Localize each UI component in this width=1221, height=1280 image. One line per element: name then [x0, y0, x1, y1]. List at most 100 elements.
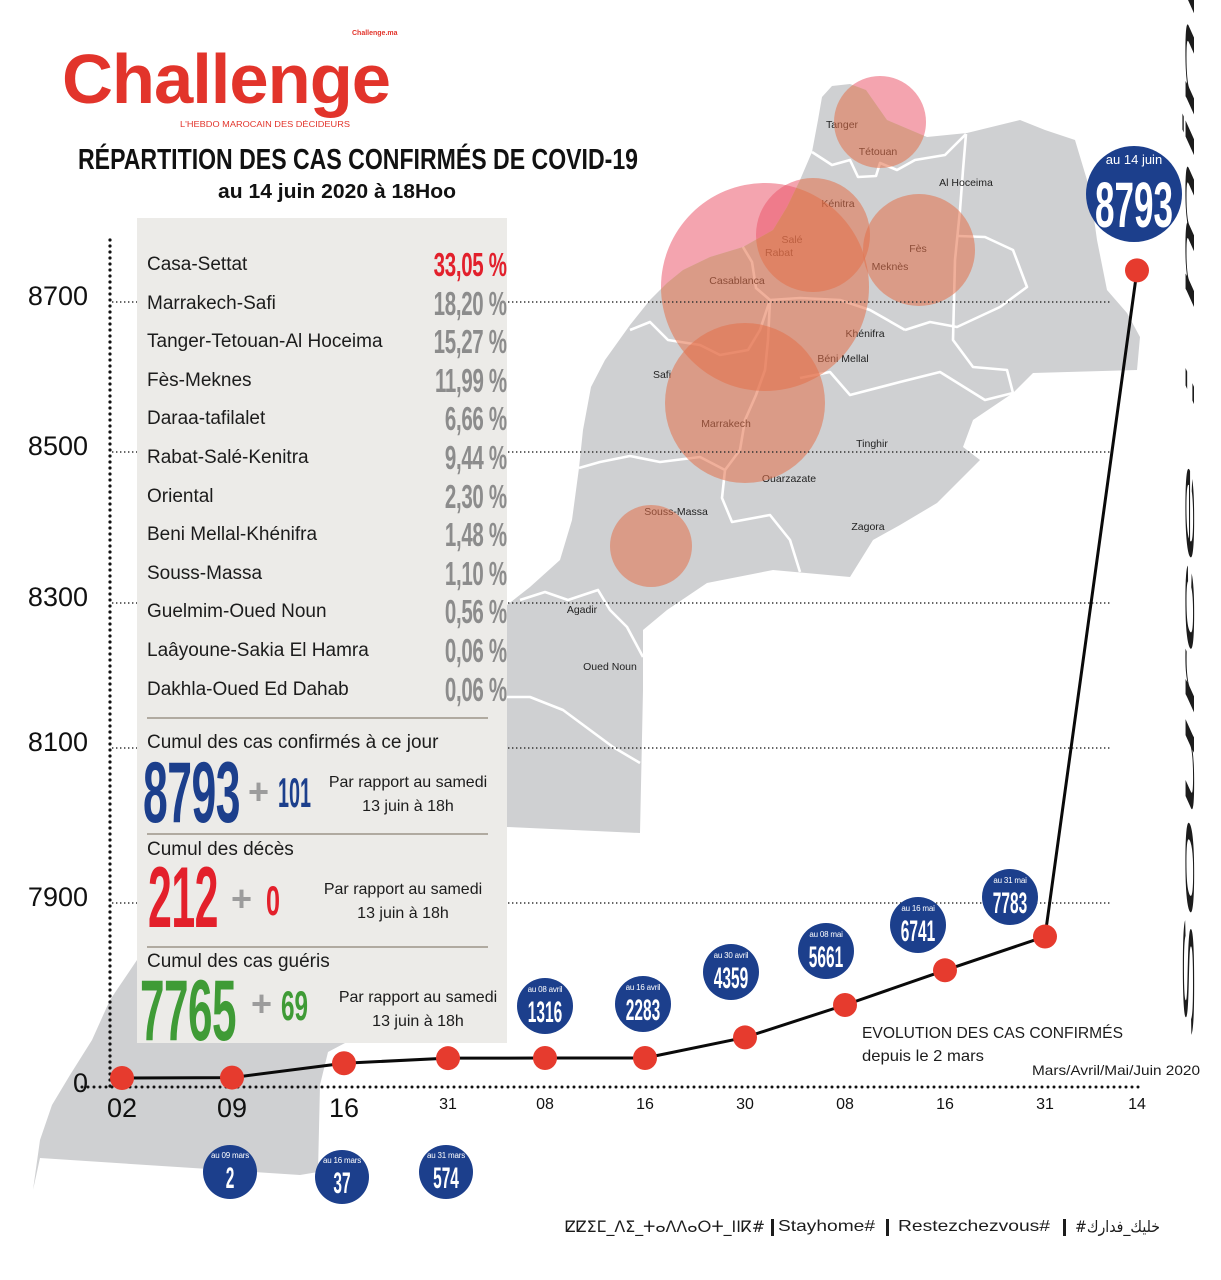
- chart-title: EVOLUTION DES CAS CONFIRMÉS: [862, 1026, 1130, 1042]
- region-percent: 18,20 %: [434, 284, 507, 322]
- data-point: [332, 1051, 356, 1076]
- region-name: Guelmim-Oued Noun: [147, 601, 327, 623]
- recovered-note-line2: 13 juin à 18h: [372, 1013, 464, 1030]
- bubble-date-label: au 08 mai: [809, 930, 843, 939]
- value-bubble-circle: [703, 944, 759, 1000]
- logo-site: Challenge.ma: [352, 30, 398, 37]
- data-point: [733, 1025, 757, 1050]
- region-bubble: [665, 323, 825, 483]
- gridlines: [80, 301, 1142, 1089]
- value-bubble: au 08 avril 1316: [517, 978, 573, 1034]
- region-row: Souss-Massa 1,10 %: [147, 555, 507, 594]
- region-row: Fès-Meknes 11,99 %: [147, 362, 507, 401]
- region-name: Fès-Meknes: [147, 369, 252, 391]
- bubble-value-label: 2283: [626, 994, 660, 1027]
- confirmed-delta: 101: [278, 769, 311, 816]
- y-tick-label: 0: [73, 1068, 88, 1098]
- region-bubble: [610, 505, 692, 587]
- x-tick-label: 31: [1036, 1096, 1054, 1113]
- region-percent: 0,06 %: [445, 631, 507, 669]
- data-point: [533, 1046, 557, 1070]
- bubble-value-label: 574: [433, 1162, 459, 1195]
- x-tick-label: 16: [329, 1093, 359, 1123]
- y-tick-label: 8500: [28, 431, 88, 461]
- value-bubble-circle: [798, 923, 854, 979]
- region-row: Dakhla-Oued Ed Dahab 0,06 %: [147, 671, 507, 710]
- region-name: Tanger-Tetouan-Al Hoceima: [147, 331, 383, 353]
- x-tick-label: 08: [836, 1096, 854, 1113]
- region-row: Laâyoune-Sakia El Hamra 0,06 %: [147, 632, 507, 671]
- data-point: [110, 1066, 134, 1090]
- x-tick-label: 08: [536, 1096, 554, 1113]
- y-tick-label: 8700: [28, 281, 88, 311]
- hashtag-footer: ⵇⵇⵉⵎ_ⴷⵉ_ⵜⴰⴷⴷⴰⵔⵜ_ⵏⵏⴽ# Stayhome# Restezche…: [0, 1217, 1221, 1239]
- x-axis-label-text: Mars/Avril/Mai/Juin 2020: [1032, 1062, 1200, 1078]
- separator-bar: [886, 1219, 889, 1236]
- value-bubble: au 30 avril 4359: [703, 944, 759, 1000]
- data-point: [1125, 258, 1149, 283]
- region-name: Laâyoune-Sakia El Hamra: [147, 639, 369, 661]
- hashtag-restez-text: Restezchezvous#: [898, 1218, 1050, 1235]
- deaths-value: 212: [148, 850, 218, 946]
- data-point: [1033, 924, 1057, 949]
- page-title-text: RÉPARTITION DES CAS CONFIRMÉS DE COVID-1…: [78, 144, 638, 176]
- confirmed-label: Cumul des cas confirmés à ce jour: [147, 732, 439, 753]
- value-bubble: au 16 mai 6741: [890, 897, 946, 953]
- city-label: Safi: [653, 369, 671, 381]
- bubble-value-label: 8793: [1095, 169, 1173, 241]
- confirmed-note: Par rapport au samedi 13 juin à 18h: [322, 771, 494, 819]
- region-list: Casa-Settat 33,05 % Marrakech-Safi 18,20 %…: [147, 246, 507, 709]
- value-bubble: au 14 juin 8793: [1086, 146, 1182, 242]
- region-name: Daraa-tafilalet: [147, 408, 266, 430]
- deaths-note-line1: Par rapport au samedi: [323, 881, 483, 898]
- logo-tagline: L'HEBDO MAROCAIN DES DÉCIDEURS: [180, 121, 350, 129]
- data-point: [833, 992, 857, 1017]
- y-tick-label: 7900: [28, 882, 88, 912]
- deaths-plus: +: [231, 878, 253, 919]
- x-tick-label: 30: [736, 1096, 754, 1113]
- bubble-date-label: au 16 mars: [323, 1156, 361, 1165]
- data-point: [633, 1046, 657, 1070]
- region-name: Oriental: [147, 485, 214, 507]
- confirmed-plus: +: [248, 771, 270, 812]
- bubble-value-label: 37: [333, 1167, 350, 1200]
- page-subtitle-text: au 14 juin 2020 à 18Hoo: [218, 181, 456, 203]
- value-bubbles: au 09 mars 2 au 16 mars 37 au 31 mars 574 au 0…: [203, 146, 1182, 1204]
- x-tick-label: 16: [636, 1096, 654, 1113]
- deaths-note-line2: 13 juin à 18h: [357, 905, 449, 922]
- y-tick-label: 8300: [28, 582, 88, 612]
- region-border: [799, 370, 1014, 402]
- region-row: Beni Mellal-Khénifra 1,48 %: [147, 516, 507, 555]
- value-bubble-circle: [419, 1145, 473, 1199]
- hashtag-arabic: #خليك_فدارك: [1075, 1217, 1171, 1237]
- data-point: [933, 958, 957, 983]
- region-border: [811, 133, 967, 179]
- x-tick-label: 02: [107, 1093, 137, 1123]
- region-row: Oriental 2,30 %: [147, 478, 507, 517]
- bubble-value-label: 4359: [714, 962, 748, 995]
- region-name: Beni Mellal-Khénifra: [147, 524, 318, 546]
- sahara-land: [33, 960, 345, 1190]
- value-bubble-circle: [982, 869, 1038, 925]
- recovered-plus: +: [251, 983, 273, 1024]
- page-subtitle: au 14 juin 2020 à 18Hoo: [218, 182, 456, 202]
- region-percent: 2,30 %: [445, 477, 507, 515]
- data-point: [436, 1046, 460, 1071]
- region-percent: 6,66 %: [445, 400, 507, 438]
- value-bubble-circle: [890, 897, 946, 953]
- confirmed-value: 8793: [143, 745, 241, 841]
- x-axis-label: Mars/Avril/Mai/Juin 2020: [1032, 1063, 1200, 1077]
- city-label: Oued Noun: [583, 661, 637, 673]
- region-border: [904, 234, 1029, 332]
- separator-bar: [1063, 1219, 1066, 1236]
- bubble-value-label: 6741: [901, 915, 935, 948]
- hashtag-arabic-text: #خليك_فدارك: [1075, 1217, 1160, 1236]
- x-tick-label: 16: [936, 1096, 954, 1113]
- region-border: [507, 695, 641, 765]
- bubble-date-label: au 16 avril: [626, 983, 661, 992]
- value-bubble: au 09 mars 2: [203, 1145, 257, 1199]
- region-border: [519, 588, 645, 658]
- value-bubble-circle: [315, 1150, 369, 1204]
- region-name: Dakhla-Oued Ed Dahab: [147, 678, 349, 700]
- recovered-note: Par rapport au samedi 13 juin à 18h: [332, 986, 504, 1034]
